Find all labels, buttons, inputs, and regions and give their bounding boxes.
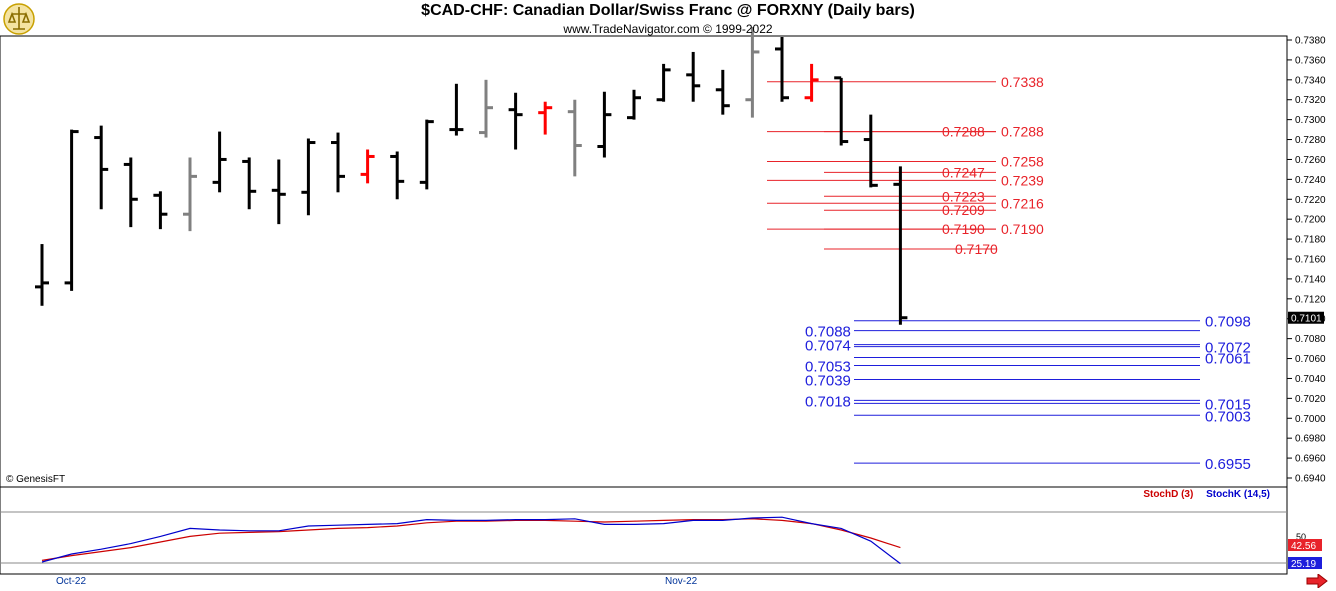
last-price-marker: 0.7101: [1288, 311, 1324, 325]
stoch-d-line: [41, 518, 901, 561]
resistance-label: 0.7258: [1001, 153, 1044, 169]
support-label: 0.7018: [805, 393, 851, 410]
stoch-k-line: [41, 516, 901, 565]
y-tick-label: 0.7260: [1295, 155, 1326, 166]
trade-navigator-logo: [3, 3, 35, 35]
scroll-right-arrow-icon[interactable]: [1306, 574, 1328, 588]
y-tick-label: 0.7220: [1295, 195, 1326, 206]
y-tick-label: 0.6960: [1295, 454, 1326, 465]
x-tick-label: Nov-22: [665, 576, 698, 587]
resistance-label: 0.7288: [1001, 124, 1044, 140]
stoch-k-value: 25.19: [1291, 559, 1316, 570]
resistance-label: 0.7209: [942, 202, 985, 218]
y-tick-label: 0.7180: [1295, 235, 1326, 246]
support-label: 0.7003: [1205, 408, 1251, 425]
support-label: 0.7072: [1205, 340, 1251, 357]
y-tick-label: 0.7140: [1295, 274, 1326, 285]
y-tick-label: 0.7020: [1295, 394, 1326, 405]
copyright-label: © GenesisFT: [6, 474, 66, 485]
date-axis: Oct-22 Nov-22: [56, 576, 698, 587]
last-price-box: [1288, 311, 1324, 324]
resistance-label: 0.7338: [1001, 74, 1044, 90]
y-tick-label: 0.7120: [1295, 294, 1326, 305]
support-label: 0.7074: [805, 338, 851, 355]
stoch-k-label: StochK (14,5): [1206, 489, 1270, 500]
y-tick-label: 0.6980: [1295, 434, 1326, 445]
stoch-d-label: StochD (3): [1143, 489, 1194, 500]
y-tick-label: 0.7360: [1295, 55, 1326, 66]
support-label: 0.6955: [1205, 456, 1251, 473]
support-label: 0.7098: [1205, 314, 1251, 331]
y-tick-label: 0.7240: [1295, 175, 1326, 186]
chart-title: $CAD-CHF: Canadian Dollar/Swiss Franc @ …: [421, 2, 915, 19]
resistance-label: 0.7223: [942, 188, 985, 204]
resistance-label: 0.7170: [955, 241, 998, 257]
y-tick-label: 0.7280: [1295, 135, 1326, 146]
resistance-label: 0.7190: [1001, 221, 1044, 237]
chart-subtitle: www.TradeNavigator.com © 1999-2022: [563, 22, 773, 36]
indicator-panel: [0, 486, 1288, 575]
y-tick-label: 0.7060: [1295, 354, 1326, 365]
support-label: 0.7039: [805, 372, 851, 389]
price-axis: 0.7380 0.7360 0.7340 0.7320 0.7300 0.7280 0.72…: [1286, 36, 1326, 487]
support-label: 0.7053: [805, 359, 851, 376]
support-label: 0.7088: [805, 324, 851, 341]
stoch-k-value-box: [1288, 557, 1322, 569]
stoch-d-value-box: [1288, 539, 1322, 551]
support-label: 0.7015: [1205, 396, 1251, 413]
last-price-label: 0.7101: [1291, 314, 1322, 325]
y-tick-label: 0.7000: [1295, 414, 1326, 425]
stoch-level-label: 50: [1296, 532, 1306, 542]
y-tick-label: 0.7160: [1295, 255, 1326, 266]
y-tick-label: 0.7200: [1295, 215, 1326, 226]
price-panel: [0, 35, 1288, 488]
resistance-label: 0.7239: [1001, 172, 1044, 188]
y-tick-label: 0.7300: [1295, 115, 1326, 126]
resistance-label: 0.7216: [1001, 195, 1044, 211]
x-tick-label: Oct-22: [56, 576, 86, 587]
y-tick-label: 0.7320: [1295, 95, 1326, 106]
price-bars: [35, 27, 908, 325]
y-tick-label: 0.7340: [1295, 75, 1326, 86]
y-tick-label: 0.7080: [1295, 334, 1326, 345]
y-tick-label: 0.7040: [1295, 374, 1326, 385]
stochastic-legend: StochD (3) StochK (14,5): [1143, 489, 1270, 500]
resistance-label: 0.7247: [942, 164, 985, 180]
stoch-d-value: 42.56: [1291, 541, 1316, 552]
y-tick-label: 0.6940: [1295, 474, 1326, 485]
y-tick-label: 0.7380: [1295, 36, 1326, 47]
support-label: 0.7061: [1205, 351, 1251, 368]
